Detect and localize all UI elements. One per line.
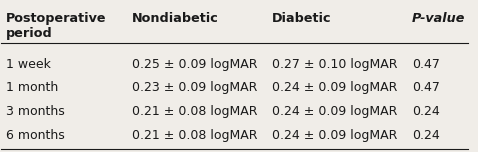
Text: 0.23 ± 0.09 logMAR: 0.23 ± 0.09 logMAR xyxy=(132,81,257,94)
Text: 0.24 ± 0.09 logMAR: 0.24 ± 0.09 logMAR xyxy=(272,129,397,142)
Text: 0.47: 0.47 xyxy=(412,81,440,94)
Text: 0.27 ± 0.10 logMAR: 0.27 ± 0.10 logMAR xyxy=(272,58,397,71)
Text: 0.21 ± 0.08 logMAR: 0.21 ± 0.08 logMAR xyxy=(132,129,258,142)
Text: 3 months: 3 months xyxy=(6,105,65,118)
Text: 0.21 ± 0.08 logMAR: 0.21 ± 0.08 logMAR xyxy=(132,105,258,118)
Text: Postoperative
period: Postoperative period xyxy=(6,12,107,40)
Text: 0.24: 0.24 xyxy=(412,105,439,118)
Text: 0.24: 0.24 xyxy=(412,129,439,142)
Text: Nondiabetic: Nondiabetic xyxy=(132,12,219,25)
Text: 1 month: 1 month xyxy=(6,81,58,94)
Text: 0.25 ± 0.09 logMAR: 0.25 ± 0.09 logMAR xyxy=(132,58,258,71)
Text: 0.47: 0.47 xyxy=(412,58,440,71)
Text: 0.24 ± 0.09 logMAR: 0.24 ± 0.09 logMAR xyxy=(272,105,397,118)
Text: 6 months: 6 months xyxy=(6,129,65,142)
Text: 1 week: 1 week xyxy=(6,58,51,71)
Text: P-value: P-value xyxy=(412,12,465,25)
Text: Diabetic: Diabetic xyxy=(272,12,331,25)
Text: 0.24 ± 0.09 logMAR: 0.24 ± 0.09 logMAR xyxy=(272,81,397,94)
